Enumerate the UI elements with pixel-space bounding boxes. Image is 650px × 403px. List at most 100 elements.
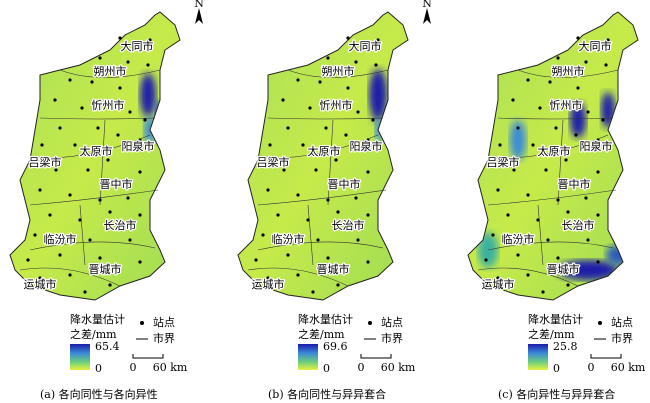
north-label: N bbox=[422, 0, 432, 10]
city-label: 太原市 bbox=[538, 144, 571, 158]
city-label: 运城市 bbox=[24, 277, 57, 291]
station bbox=[68, 273, 72, 277]
station bbox=[584, 196, 588, 200]
legend-title: 之差/mm bbox=[70, 327, 117, 341]
station bbox=[286, 253, 290, 257]
city-label: 忻州市 bbox=[550, 98, 583, 112]
station bbox=[354, 196, 358, 200]
city-label: 吕梁市 bbox=[257, 155, 290, 169]
scale-bar bbox=[360, 354, 392, 359]
legend-max: 69.6 bbox=[323, 340, 348, 353]
legend-title: 之差/mm bbox=[528, 327, 575, 341]
scale-label: 0 bbox=[358, 361, 365, 374]
station bbox=[58, 253, 62, 257]
panel-caption: (b) 各向同性与异异套合 bbox=[268, 387, 386, 401]
station bbox=[326, 256, 330, 260]
city-boundary bbox=[487, 241, 614, 251]
station bbox=[68, 78, 72, 82]
station bbox=[254, 258, 258, 262]
station bbox=[326, 198, 330, 202]
north-arrow bbox=[423, 8, 431, 24]
station bbox=[118, 36, 122, 40]
city-boundary bbox=[34, 134, 151, 159]
city-label: 晋城市 bbox=[317, 262, 350, 276]
legend-boundary: 市界 bbox=[381, 331, 403, 345]
city-label: 临汾市 bbox=[272, 232, 305, 246]
station bbox=[33, 233, 37, 237]
station bbox=[78, 218, 82, 222]
station bbox=[596, 213, 600, 217]
station bbox=[286, 126, 290, 130]
anomaly bbox=[558, 260, 618, 280]
city-label: 晋城市 bbox=[547, 262, 580, 276]
city-boundary bbox=[257, 241, 384, 251]
station bbox=[526, 78, 530, 82]
station bbox=[138, 213, 142, 217]
station bbox=[511, 98, 515, 102]
legend-title: 之差/mm bbox=[298, 327, 345, 341]
anomaly bbox=[369, 69, 387, 121]
station bbox=[516, 253, 520, 257]
anomaly bbox=[140, 73, 156, 117]
station bbox=[311, 290, 315, 294]
north-label: N bbox=[194, 0, 204, 10]
station bbox=[371, 118, 375, 122]
legend-boundary: 市界 bbox=[153, 331, 175, 345]
city-label: 吕梁市 bbox=[487, 155, 520, 169]
city-boundary bbox=[29, 189, 159, 206]
legend-station: 站点 bbox=[381, 315, 403, 329]
anomaly bbox=[375, 118, 385, 142]
station bbox=[98, 256, 102, 260]
station bbox=[38, 276, 42, 280]
station bbox=[366, 170, 370, 174]
station bbox=[26, 258, 30, 262]
legend-min: 0 bbox=[95, 362, 102, 375]
city-boundary bbox=[307, 204, 314, 266]
station bbox=[484, 258, 488, 262]
station bbox=[326, 56, 330, 60]
station bbox=[596, 138, 600, 142]
station bbox=[296, 193, 300, 197]
station bbox=[566, 210, 570, 214]
station bbox=[301, 143, 305, 147]
station bbox=[334, 158, 338, 162]
station bbox=[506, 213, 510, 217]
legend-max: 25.8 bbox=[553, 340, 578, 353]
station bbox=[346, 36, 350, 40]
station bbox=[354, 60, 358, 64]
station bbox=[98, 56, 102, 60]
station bbox=[316, 238, 320, 242]
city-boundary bbox=[29, 241, 156, 251]
city-boundary bbox=[262, 134, 379, 159]
station bbox=[314, 168, 318, 172]
legend-title: 降水量估计 bbox=[298, 312, 353, 326]
legend-title: 降水量估计 bbox=[528, 312, 583, 326]
station bbox=[498, 143, 502, 147]
city-boundary bbox=[79, 204, 86, 266]
station bbox=[536, 218, 540, 222]
scale-label: 60 km bbox=[153, 361, 188, 374]
city-label: 晋中市 bbox=[558, 177, 591, 191]
station bbox=[106, 158, 110, 162]
station bbox=[128, 238, 132, 242]
station bbox=[564, 158, 568, 162]
station bbox=[556, 56, 560, 60]
station bbox=[586, 110, 590, 114]
city-boundary bbox=[517, 69, 619, 78]
station bbox=[146, 63, 150, 67]
city-label: 朔州市 bbox=[552, 64, 585, 78]
station bbox=[376, 38, 380, 42]
city-label: 晋中市 bbox=[100, 177, 133, 191]
city-boundary bbox=[537, 204, 544, 266]
station bbox=[324, 126, 328, 130]
station bbox=[356, 110, 360, 114]
scale-label: 60 km bbox=[611, 361, 646, 374]
station bbox=[268, 143, 272, 147]
station bbox=[554, 126, 558, 130]
city-label: 临汾市 bbox=[44, 232, 77, 246]
city-label: 太原市 bbox=[308, 144, 341, 158]
station bbox=[90, 80, 94, 84]
